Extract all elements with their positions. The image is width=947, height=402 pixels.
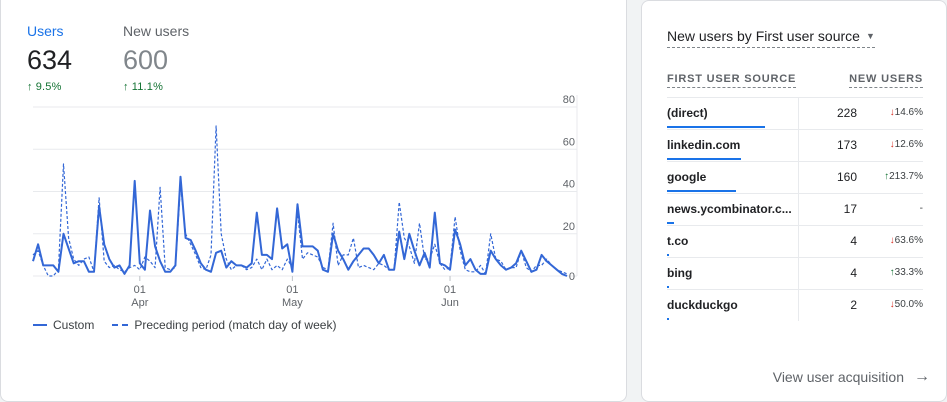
source-name: duckduckgo (667, 298, 738, 312)
metric-tab-users[interactable]: Users 634 ↑ 9.5% (27, 23, 72, 93)
metric-change: ↑ 11.1% (123, 81, 164, 93)
table-row[interactable]: news.ycombinator.c... 17 - (667, 193, 923, 225)
table-row[interactable]: t.co 4 ↓63.6% (667, 225, 923, 257)
y-tick-label: 20 (563, 221, 575, 233)
footer-link-label: View user acquisition (772, 369, 904, 385)
share-bar (667, 126, 765, 128)
arrow-up-icon: ↑ (27, 81, 33, 93)
x-tick-day: 01 (444, 284, 456, 296)
change-value: - (919, 203, 923, 214)
card-title: New users by First user source (667, 28, 860, 44)
arrow-down-icon: ↓ (889, 107, 895, 118)
column-header-source[interactable]: FIRST USER SOURCE (667, 73, 797, 88)
source-name: (direct) (667, 106, 708, 120)
series-line-custom (32, 175, 568, 277)
change-value: ↓12.6% (889, 139, 923, 150)
change-value: ↓14.6% (889, 107, 923, 118)
table-row[interactable]: bing 4 ↑33.3% (667, 257, 923, 289)
share-bar (667, 158, 742, 160)
legend-solid-swatch (33, 324, 47, 326)
column-divider (798, 97, 799, 321)
share-bar (667, 254, 669, 256)
x-tick-month: May (282, 297, 303, 309)
new-users-value: 4 (850, 266, 857, 280)
arrow-up-icon: ↑ (884, 171, 890, 182)
source-name: news.ycombinator.c... (667, 202, 792, 216)
metric-tab-new-users[interactable]: New users 600 ↑ 11.1% (123, 23, 189, 93)
series-line-preceding (32, 125, 568, 277)
chart-legend: Custom Preceding period (match day of we… (33, 318, 336, 332)
share-bar (667, 190, 736, 192)
x-tick-day: 01 (286, 284, 298, 296)
source-name: google (667, 170, 707, 184)
x-tick-month: Apr (131, 297, 148, 309)
new-users-value: 160 (836, 170, 857, 184)
view-user-acquisition-link[interactable]: View user acquisition → (773, 368, 930, 386)
y-tick-label: 40 (563, 179, 575, 191)
metric-value: 600 (123, 45, 169, 75)
overview-card: Users 634 ↑ 9.5% New users 600 ↑ 11.1% 80 6… (0, 0, 627, 402)
arrow-down-icon: ↓ (889, 139, 895, 150)
change-value: ↓63.6% (889, 235, 923, 246)
new-users-value: 2 (850, 298, 857, 312)
change-value: ↓50.0% (889, 299, 923, 310)
new-users-value: 173 (836, 138, 857, 152)
legend-series-preceding: Preceding period (match day of week) (134, 318, 337, 332)
arrow-up-icon: ↑ (123, 81, 129, 93)
table-row[interactable]: (direct) 228 ↓14.6% (667, 97, 923, 129)
source-card: New users by First user source ▼ FIRST U… (641, 0, 947, 402)
share-bar (667, 286, 669, 288)
metric-value: 634 (27, 45, 73, 75)
y-tick-label: 0 (569, 271, 575, 283)
change-value: ↑33.3% (889, 267, 923, 278)
arrow-down-icon: ↓ (889, 235, 895, 246)
source-table: (direct) 228 ↓14.6% linkedin.com 173 ↓12.6% go… (667, 97, 923, 321)
arrow-right-icon: → (914, 368, 930, 385)
change-value: ↑213.7% (884, 171, 923, 182)
legend-dashed-swatch (112, 324, 129, 326)
table-row[interactable]: duckduckgo 2 ↓50.0% (667, 289, 923, 321)
caret-down-icon: ▼ (865, 31, 875, 41)
y-tick-label: 60 (563, 136, 575, 148)
x-tick-month: Jun (441, 297, 459, 309)
source-name: bing (667, 266, 693, 280)
y-tick-label: 80 (563, 94, 575, 106)
arrow-down-icon: ↓ (889, 299, 895, 310)
new-users-value: 4 (850, 234, 857, 248)
x-tick-day: 01 (134, 284, 146, 296)
table-row[interactable]: google 160 ↑213.7% (667, 161, 923, 193)
legend-series-custom: Custom (53, 318, 95, 332)
source-name: t.co (667, 234, 689, 248)
new-users-value: 17 (843, 202, 857, 216)
metric-label: Users (27, 23, 64, 39)
column-header-new-users[interactable]: NEW USERS (849, 73, 923, 88)
metric-label: New users (123, 23, 190, 39)
share-bar (667, 222, 675, 224)
dimension-selector[interactable]: New users by First user source ▼ (667, 28, 875, 48)
new-users-value: 228 (836, 106, 857, 120)
share-bar (667, 318, 669, 320)
source-name: linkedin.com (667, 138, 741, 152)
table-row[interactable]: linkedin.com 173 ↓12.6% (667, 129, 923, 161)
arrow-up-icon: ↑ (889, 267, 895, 278)
metric-change: ↑ 9.5% (27, 81, 62, 93)
